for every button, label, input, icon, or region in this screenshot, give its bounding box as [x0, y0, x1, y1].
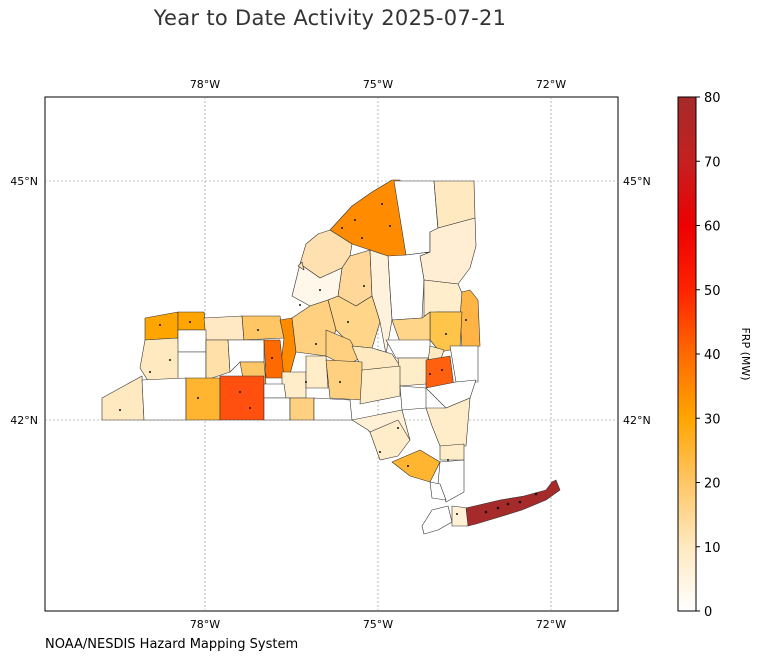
county-delaware — [359, 365, 401, 405]
county-nassau — [451, 505, 469, 527]
county-sullivan — [369, 419, 411, 461]
lon-top-labels: 78°W 75°W 72°W — [190, 78, 566, 91]
colorbar-tick-label: 0 — [704, 605, 712, 620]
county-dutchess — [425, 397, 471, 447]
county-cattaraugus — [141, 377, 187, 421]
lon-bottom-label: 72°W — [536, 618, 566, 631]
county-suffolk — [465, 479, 561, 527]
lon-top-label: 72°W — [536, 78, 566, 91]
lat-left-label: 45°N — [10, 175, 38, 188]
county-greene — [399, 385, 427, 411]
colorbar-tick-label: 10 — [704, 541, 721, 556]
lon-bottom-label: 78°W — [190, 618, 220, 631]
county-allegany — [185, 377, 221, 421]
colorbar-tick-label: 70 — [704, 155, 721, 170]
county-nyc — [421, 505, 453, 535]
county-chemung — [263, 397, 291, 421]
county-orleans — [177, 311, 207, 331]
lat-right-labels: 45°N 42°N — [623, 175, 651, 427]
county-onondaga — [291, 299, 337, 357]
county-layer — [101, 179, 561, 535]
colorbar-tick-label: 80 — [704, 91, 721, 106]
county-schuyler — [263, 383, 287, 399]
county-schoharie — [397, 357, 429, 387]
lon-bottom-labels: 78°W 75°W 72°W — [190, 618, 566, 631]
island-thousand — [297, 261, 305, 271]
county-wayne — [241, 315, 285, 341]
county-genesee — [177, 329, 207, 353]
lat-left-label: 42°N — [10, 414, 38, 427]
colorbar-tick-label: 30 — [704, 412, 721, 427]
county-orange — [391, 449, 441, 483]
county-wyoming — [177, 351, 207, 381]
county-tioga — [289, 397, 315, 421]
county-oneida — [327, 295, 381, 349]
county-columbia — [425, 379, 477, 409]
county-erie — [139, 337, 181, 385]
colorbar-label: FRP (MW) — [739, 327, 752, 380]
colorbar-tick-label: 60 — [704, 220, 721, 235]
county-washington — [459, 289, 481, 349]
fire-detections — [119, 203, 538, 515]
chart-title: Year to Date Activity 2025-07-21 — [153, 6, 507, 30]
lon-bottom-label: 75°W — [363, 618, 393, 631]
colorbar-tick-label: 40 — [704, 348, 721, 363]
lat-right-label: 42°N — [623, 414, 651, 427]
lon-top-label: 75°W — [363, 78, 393, 91]
colorbar-tick-label: 20 — [704, 477, 721, 492]
lat-left-labels: 45°N 42°N — [10, 175, 38, 427]
county-broome — [313, 397, 353, 421]
county-monroe — [203, 315, 245, 341]
lat-right-label: 45°N — [623, 175, 651, 188]
county-westchester — [437, 459, 465, 503]
credit-text: NOAA/NESDIS Hazard Mapping System — [45, 637, 299, 652]
county-steuben — [219, 375, 265, 421]
county-rockland — [429, 481, 447, 501]
county-putnam — [439, 443, 465, 461]
colorbar-ticks: 0 10 20 30 40 50 60 70 80 — [696, 91, 721, 620]
county-fulton — [391, 311, 431, 343]
lon-top-label: 78°W — [190, 78, 220, 91]
county-chenango — [325, 359, 363, 401]
colorbar-tick-label: 50 — [704, 284, 721, 299]
colorbar — [677, 96, 697, 612]
county-cortland — [305, 355, 329, 389]
county-rensselaer — [449, 345, 479, 383]
